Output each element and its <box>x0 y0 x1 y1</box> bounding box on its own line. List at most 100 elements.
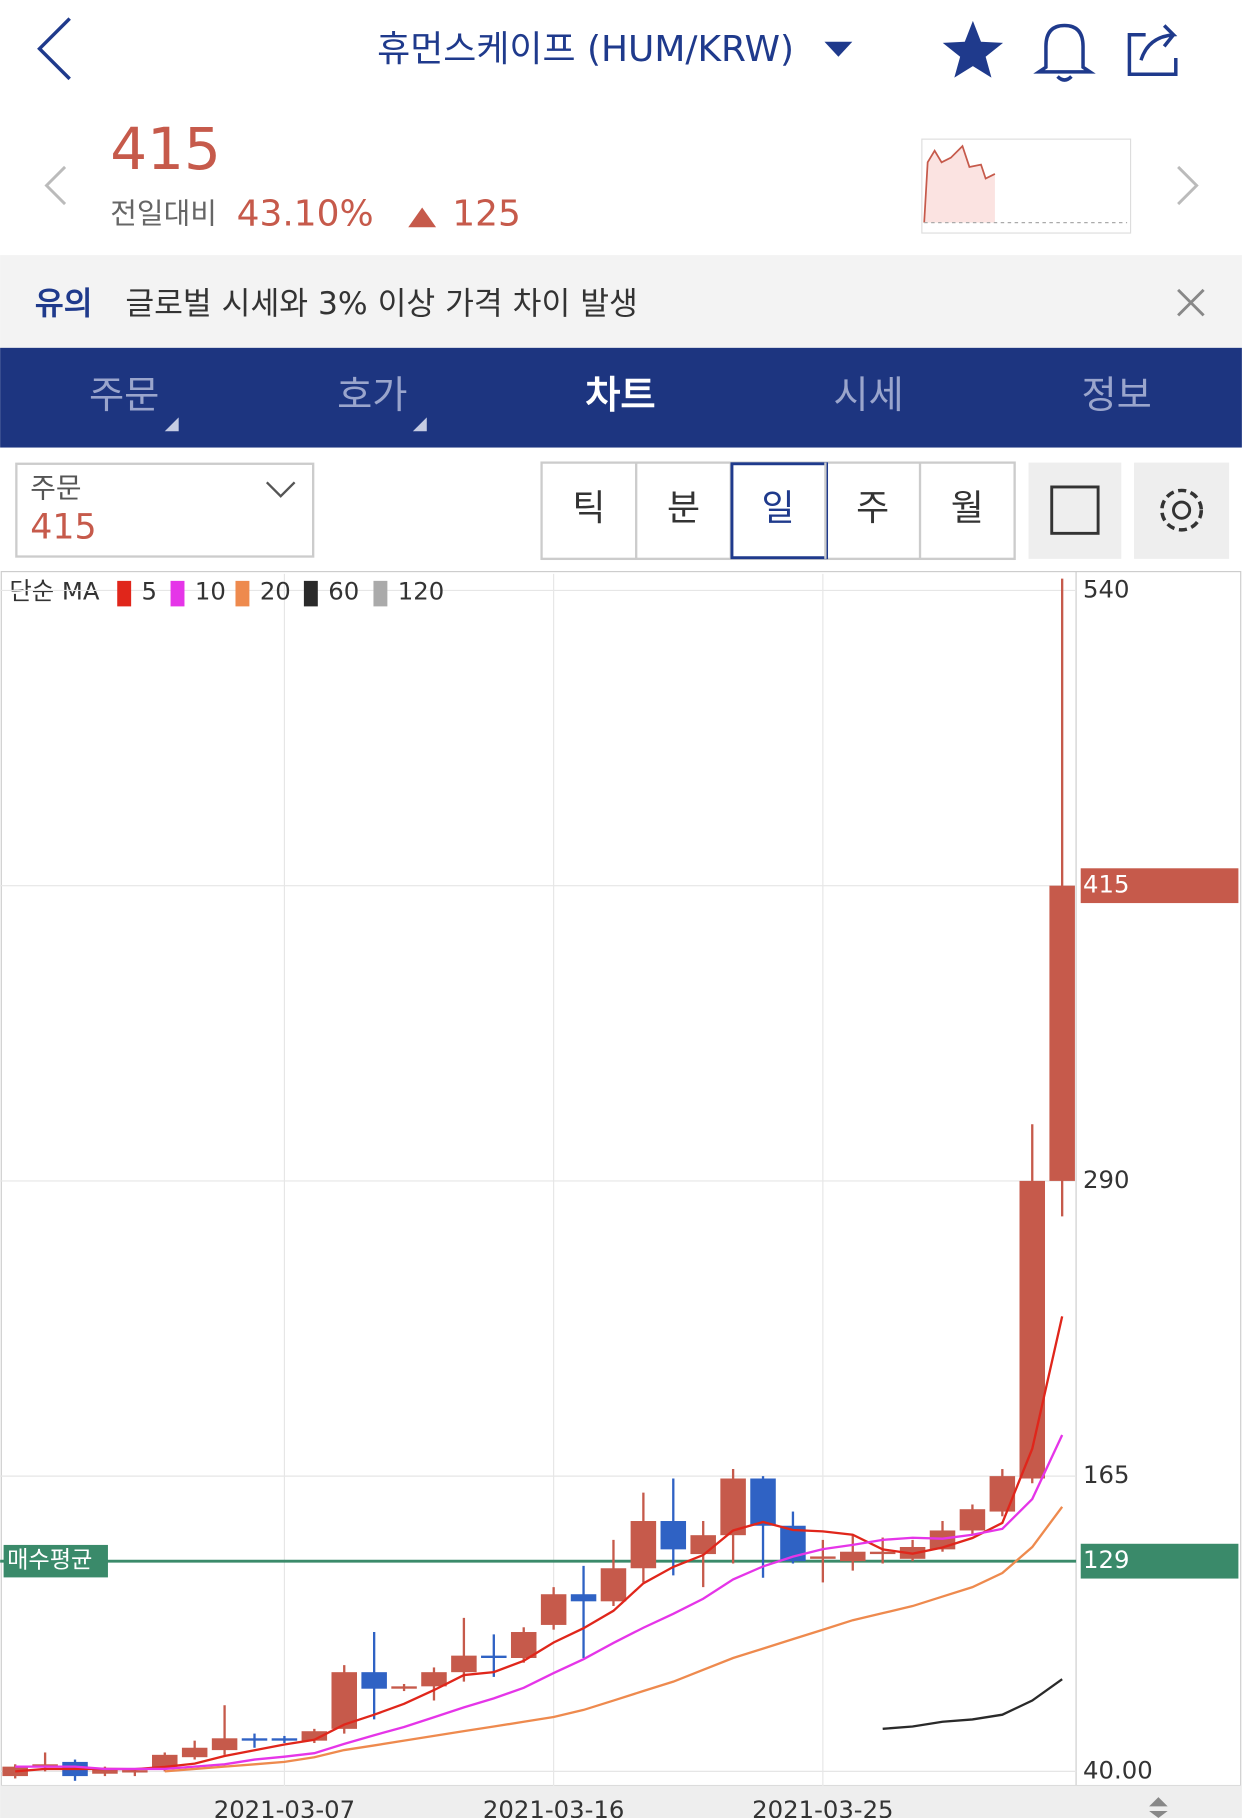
order-label: 주문 <box>30 471 81 504</box>
notice-close[interactable] <box>1177 288 1205 317</box>
axis-resize[interactable] <box>1149 1797 1168 1818</box>
legend-swatch <box>373 580 388 607</box>
y-tick-label: 290 <box>1083 1165 1129 1194</box>
candle-body <box>570 1594 597 1602</box>
alarm-bell[interactable] <box>1033 23 1096 82</box>
legend-swatch <box>117 580 132 607</box>
x-tick-label: 2021-03-16 <box>483 1795 624 1818</box>
legend-label: 120 <box>398 576 444 605</box>
sparkline-area <box>924 146 995 223</box>
legend-swatch <box>170 580 185 607</box>
interval-selected[interactable] <box>730 462 829 560</box>
legend-label: 5 <box>142 576 157 605</box>
notice-tag: 유의 <box>35 286 93 322</box>
date-strip <box>0 1785 1242 1818</box>
tab[interactable]: 시세 <box>833 373 903 418</box>
average-label-box <box>3 1544 108 1578</box>
next-button[interactable] <box>1177 165 1199 206</box>
ma-line <box>15 1434 1064 1771</box>
candle-body <box>32 1764 58 1767</box>
x-tick-label: 2021-03-07 <box>214 1795 355 1818</box>
candle-body <box>720 1478 746 1536</box>
y-tick-label: 540 <box>1083 574 1129 603</box>
candle-body <box>750 1478 776 1526</box>
tab-bar <box>0 347 1242 448</box>
ma-line <box>164 1506 1064 1773</box>
legend-label: 20 <box>260 576 291 605</box>
candle-body <box>660 1521 687 1550</box>
notice-bar <box>0 255 1242 348</box>
interval-button[interactable]: 일 <box>762 488 795 529</box>
candle-body <box>301 1731 328 1741</box>
candle-body <box>122 1770 148 1773</box>
change-amount: 125 <box>452 194 521 235</box>
order-value: 415 <box>30 508 96 548</box>
candle-body <box>1019 1180 1046 1479</box>
candle-body <box>451 1655 477 1673</box>
ma-line <box>882 1678 1063 1730</box>
change-label: 전일대비 <box>110 197 217 231</box>
share-button[interactable] <box>1127 24 1178 76</box>
candle-body <box>92 1769 118 1774</box>
legend-swatch <box>235 580 250 607</box>
price: 415 <box>110 115 221 183</box>
average-price-box <box>1080 1543 1239 1579</box>
y-tick-label: 165 <box>1083 1460 1129 1489</box>
notice-text: 글로벌 시세와 3% 이상 가격 차이 발생 <box>125 286 637 322</box>
y-tick-label: 40.00 <box>1083 1755 1153 1784</box>
order-box[interactable] <box>15 462 315 558</box>
candle-body <box>989 1476 1016 1512</box>
interval-button[interactable]: 틱 <box>572 488 605 529</box>
candle-body <box>181 1747 208 1758</box>
back-button[interactable] <box>37 17 71 81</box>
legend-label: 60 <box>328 576 359 605</box>
legend-swatch <box>303 580 318 607</box>
x-tick-label: 2021-03-25 <box>752 1795 893 1818</box>
ma-line <box>15 1316 1064 1773</box>
candle-body <box>959 1509 986 1531</box>
interval-button[interactable]: 월 <box>951 488 984 529</box>
average-price-value: 129 <box>1083 1545 1129 1574</box>
candle-body <box>391 1686 417 1689</box>
candle-body <box>241 1738 268 1741</box>
candle-body <box>840 1551 866 1562</box>
current-price-marker <box>1080 868 1239 904</box>
tab[interactable]: 정보 <box>1081 373 1151 418</box>
coin-title[interactable]: 휴먼스케이프 (HUM/KRW) <box>377 29 794 70</box>
sparkline <box>923 144 996 223</box>
interval-button[interactable]: 분 <box>667 488 700 529</box>
average-label: 매수평균 <box>7 1547 92 1574</box>
candle-body <box>1049 885 1075 1181</box>
current-price-label: 415 <box>1083 870 1129 899</box>
tab[interactable]: 차트 <box>585 373 655 418</box>
candle-body <box>331 1672 357 1729</box>
tab[interactable]: 호가 <box>337 373 407 418</box>
candle-body <box>540 1594 567 1625</box>
favorite-star[interactable] <box>942 20 1004 78</box>
candle-body <box>481 1655 507 1658</box>
change-arrow <box>408 207 437 228</box>
candle-body <box>869 1551 896 1555</box>
candle-body <box>211 1738 238 1751</box>
layout-button[interactable] <box>1028 462 1122 559</box>
title-dropdown[interactable] <box>824 41 853 57</box>
candle-body <box>271 1738 298 1741</box>
legend-label: 10 <box>195 576 226 605</box>
settings-button[interactable] <box>1134 462 1230 559</box>
prev-button[interactable] <box>44 165 67 206</box>
tab[interactable]: 주문 <box>89 373 159 418</box>
candle-body <box>361 1672 387 1689</box>
order-dropdown[interactable] <box>265 481 296 498</box>
settings-gear-hub <box>1172 500 1192 520</box>
interval-button[interactable]: 주 <box>856 488 889 529</box>
layout-icon <box>1050 485 1100 535</box>
candle-body <box>510 1632 537 1658</box>
candle-body <box>810 1556 836 1559</box>
candle-body <box>421 1672 447 1687</box>
candle-body <box>630 1521 657 1569</box>
candle-body <box>600 1568 627 1602</box>
change-rate: 43.10% <box>237 194 374 235</box>
settings-gear <box>1160 488 1204 532</box>
